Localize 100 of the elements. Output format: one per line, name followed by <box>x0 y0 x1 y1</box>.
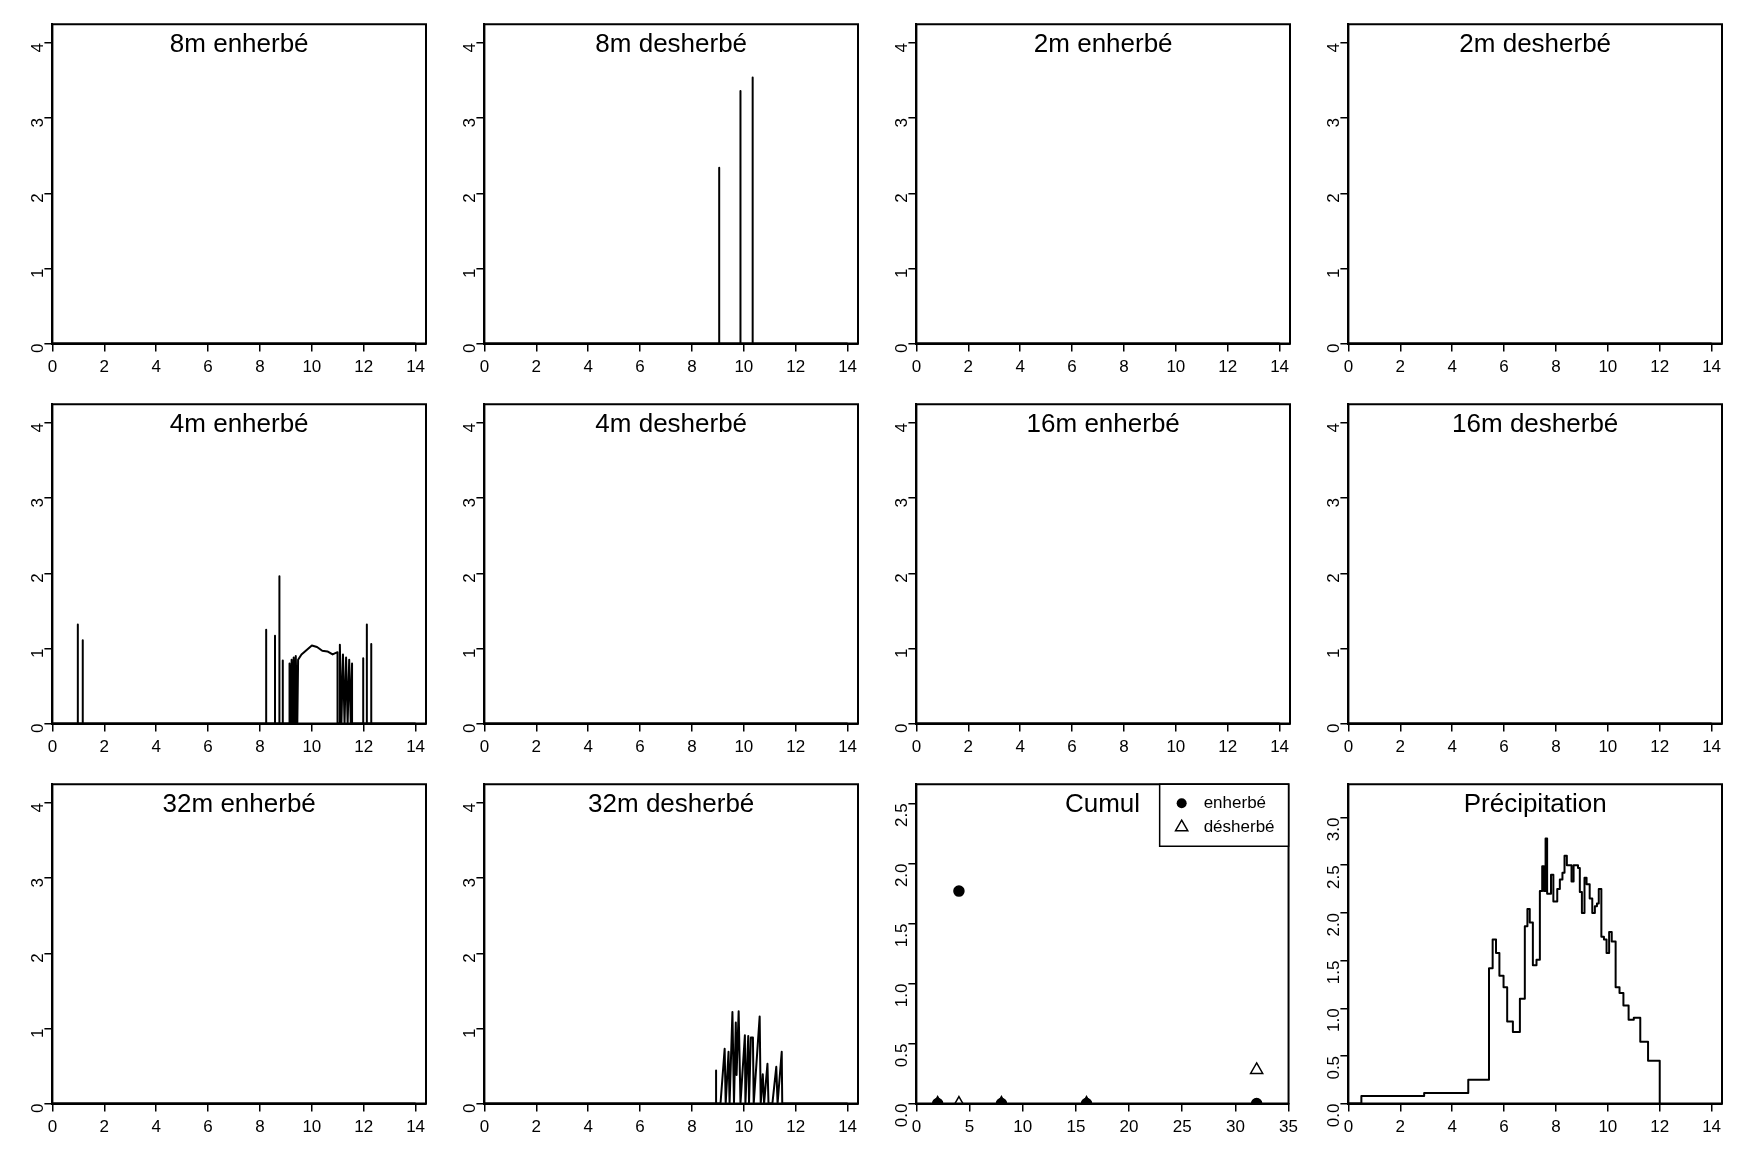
x-tick-label: 10 <box>734 737 754 757</box>
x-tick-label: 12 <box>354 1117 374 1137</box>
x-tick-label: 5 <box>964 1117 975 1137</box>
x-tick-label: 10 <box>302 357 322 377</box>
x-tick-label: 4 <box>151 1117 161 1137</box>
x-tick-label: 12 <box>354 737 374 757</box>
y-tick-label: 0 <box>460 723 480 734</box>
y-tick-label: 2 <box>892 193 912 203</box>
x-tick-label: 15 <box>1066 1117 1086 1137</box>
y-tick-label: 4 <box>1324 42 1344 53</box>
x-tick-label: 2 <box>99 1117 110 1137</box>
x-tick-label: 2 <box>531 1117 542 1137</box>
y-tick-label: 0.0 <box>892 1103 912 1128</box>
x-tick-label: 10 <box>734 357 754 377</box>
y-tick-label: 0 <box>1324 343 1344 354</box>
y-tick-label: 1 <box>28 268 48 278</box>
x-tick-label: 10 <box>734 1117 754 1137</box>
y-tick-label: 2 <box>460 573 480 583</box>
x-tick-label: 4 <box>1447 737 1457 757</box>
y-tick-label: 2 <box>892 573 912 583</box>
y-tick-label: 4 <box>892 42 912 53</box>
y-tick-label: 2.0 <box>892 863 912 888</box>
y-tick-label: 3 <box>460 878 480 888</box>
y-tick-label: 1 <box>892 648 912 658</box>
x-tick-label: 2 <box>963 357 974 377</box>
x-tick-label: 14 <box>406 1117 426 1137</box>
x-tick-label: 4 <box>583 357 593 377</box>
legend-label: enherbé <box>1203 792 1267 812</box>
y-tick-label: 1.0 <box>1324 1008 1344 1032</box>
x-tick-label: 10 <box>302 1117 322 1137</box>
x-tick-label: 8 <box>1551 1117 1561 1137</box>
x-tick-label: 2 <box>1395 737 1406 757</box>
x-tick-label: 6 <box>1499 1117 1509 1137</box>
y-tick-label: 1 <box>460 1028 480 1038</box>
y-tick-label: 1.5 <box>892 923 912 948</box>
x-tick-label: 2 <box>99 357 110 377</box>
x-tick-label: 12 <box>1650 737 1670 757</box>
y-tick-label: 1.0 <box>892 983 912 1008</box>
x-tick-label: 12 <box>786 737 806 757</box>
x-tick-label: 8 <box>255 357 265 377</box>
x-tick-label: 6 <box>1067 737 1077 757</box>
x-tick-label: 4 <box>583 1117 593 1137</box>
x-tick-label: 8 <box>255 737 265 757</box>
x-tick-label: 4 <box>1447 357 1457 377</box>
x-tick-label: 14 <box>838 1117 858 1137</box>
x-tick-label: 8 <box>687 737 697 757</box>
x-tick-label: 6 <box>1067 357 1077 377</box>
y-tick-label: 2 <box>460 953 480 963</box>
y-tick-label: 4 <box>28 422 48 433</box>
y-tick-label: 0 <box>460 343 480 354</box>
y-tick-label: 3 <box>28 498 48 508</box>
y-tick-label: 2 <box>28 953 48 963</box>
x-tick-label: 4 <box>583 737 593 757</box>
y-tick-label: 0.0 <box>1324 1103 1344 1128</box>
chart-title: 2m enherbé <box>1033 28 1173 59</box>
x-tick-label: 12 <box>786 1117 806 1137</box>
x-tick-label: 10 <box>1013 1117 1033 1137</box>
x-tick-label: 10 <box>1166 737 1186 757</box>
x-tick-label: 6 <box>1499 737 1509 757</box>
y-tick-label: 3 <box>460 498 480 508</box>
x-tick-label: 14 <box>1270 737 1290 757</box>
x-tick-label: 12 <box>1650 1117 1670 1137</box>
x-tick-label: 2 <box>99 737 110 757</box>
y-tick-label: 3 <box>892 118 912 128</box>
x-tick-label: 8 <box>1119 737 1129 757</box>
x-tick-label: 2 <box>531 357 542 377</box>
x-tick-label: 2 <box>963 737 974 757</box>
chart-title: 32m enherbé <box>162 788 316 819</box>
x-tick-label: 10 <box>1598 737 1618 757</box>
y-tick-label: 3 <box>28 118 48 128</box>
x-tick-label: 14 <box>838 737 858 757</box>
x-tick-label: 6 <box>635 1117 645 1137</box>
x-tick-label: 6 <box>635 737 645 757</box>
y-tick-label: 0 <box>892 343 912 354</box>
y-tick-label: 0 <box>28 723 48 734</box>
chart-title: 4m desherbé <box>595 408 748 439</box>
x-tick-label: 2 <box>1395 357 1406 377</box>
y-tick-label: 1 <box>460 648 480 658</box>
chart-title: 8m enherbé <box>169 28 309 59</box>
x-tick-label: 4 <box>151 737 161 757</box>
y-tick-label: 2.5 <box>892 803 912 828</box>
x-tick-label: 10 <box>1166 357 1186 377</box>
y-tick-label: 2 <box>460 193 480 203</box>
y-tick-label: 4 <box>460 42 480 53</box>
y-tick-label: 1.5 <box>1324 960 1344 985</box>
y-tick-label: 3 <box>1324 118 1344 128</box>
x-tick-label: 14 <box>1702 357 1722 377</box>
y-tick-label: 0.5 <box>1324 1055 1344 1080</box>
y-tick-label: 4 <box>460 422 480 433</box>
x-tick-label: 30 <box>1225 1117 1245 1137</box>
y-tick-label: 1 <box>28 1028 48 1038</box>
y-tick-label: 4 <box>28 42 48 53</box>
y-tick-label: 2 <box>28 193 48 203</box>
y-tick-label: 3.0 <box>1324 817 1344 842</box>
x-tick-label: 12 <box>1650 357 1670 377</box>
y-tick-label: 1 <box>460 268 480 278</box>
legend-label: désherbé <box>1203 816 1275 836</box>
x-tick-label: 25 <box>1172 1117 1192 1137</box>
y-tick-label: 3 <box>892 498 912 508</box>
x-tick-label: 4 <box>1447 1117 1457 1137</box>
